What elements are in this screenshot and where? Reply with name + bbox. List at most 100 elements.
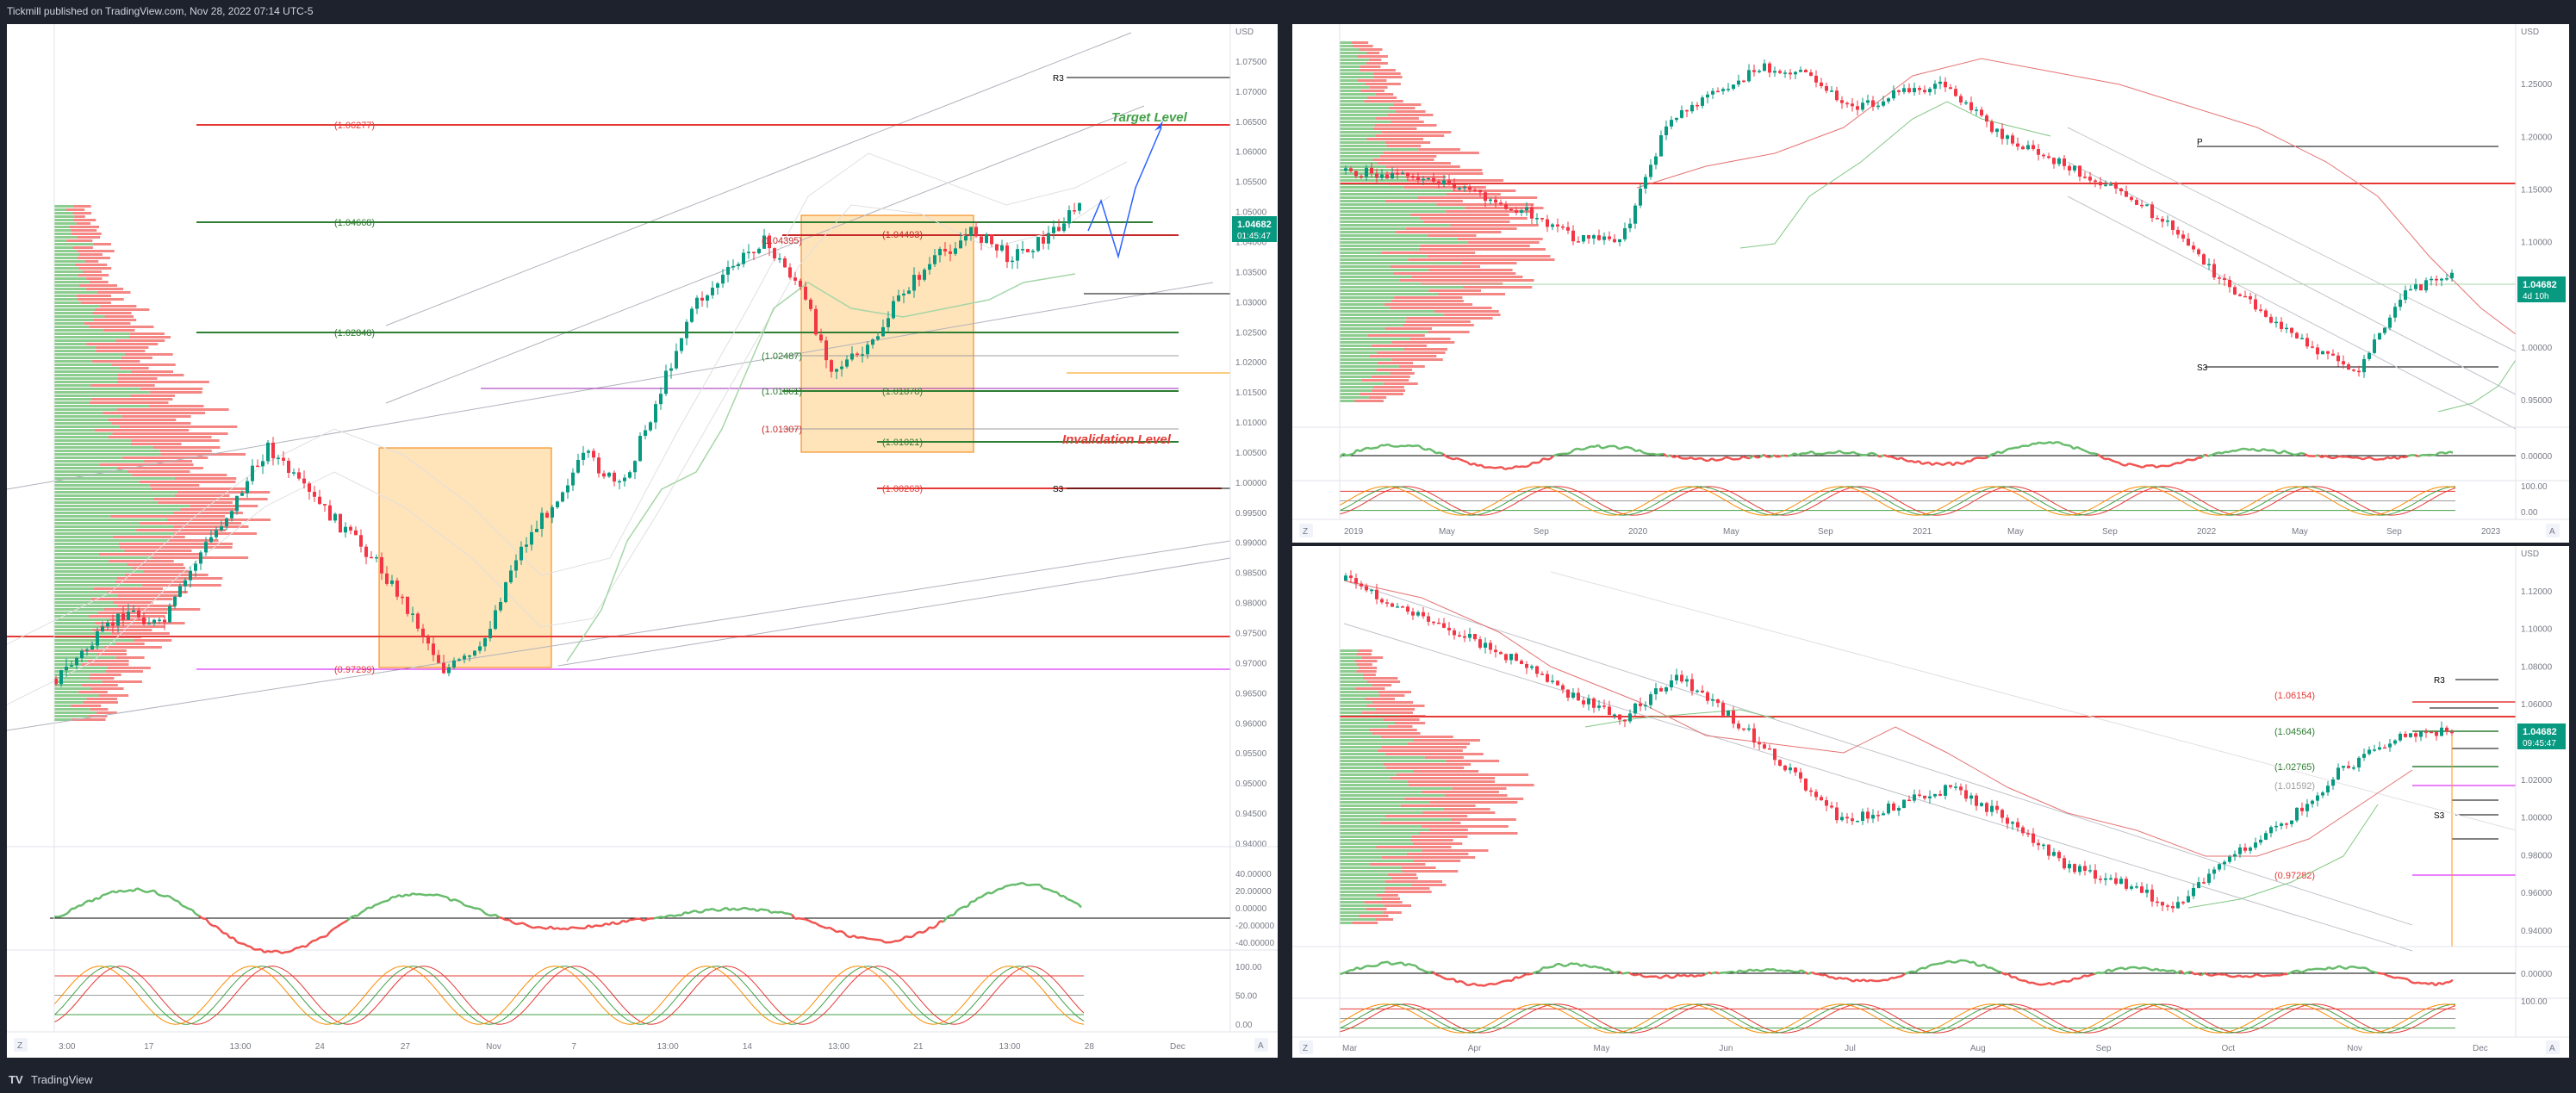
oscillator-segment xyxy=(467,904,472,909)
oscillator-segment xyxy=(2073,445,2078,450)
volume-profile-bar-sell xyxy=(1369,86,1388,89)
volume-profile-bar-buy xyxy=(54,312,93,314)
oscillator-segment xyxy=(601,922,607,927)
volume-profile-bar-sell xyxy=(71,718,106,721)
oscillator-segment xyxy=(1894,975,1899,979)
candle-body xyxy=(2207,873,2211,883)
auto-scale-button[interactable] xyxy=(2546,524,2560,537)
candle-body xyxy=(783,258,787,268)
bottom-right-chart-canvas[interactable]: R3 S3 (1.06154) (1.04564) (1.02765) (1.0… xyxy=(1292,546,2569,1058)
volume-profile-bar-buy xyxy=(54,374,118,376)
time-tick-label: 2022 xyxy=(2197,527,2217,537)
candle-body xyxy=(2264,310,2268,317)
candle-body xyxy=(1706,94,1709,98)
left-chart-pane[interactable]: (1.06277) (1.04668) (1.04395) (1.04493) … xyxy=(7,24,1278,1058)
axis-tick-label: 0.95500 xyxy=(1235,749,1267,759)
candle-body xyxy=(1696,104,1699,107)
oscillator-segment xyxy=(1635,449,1640,453)
volume-profile-bar-sell xyxy=(1393,272,1516,275)
volume-profile-bar-buy xyxy=(1340,677,1364,680)
candle-body xyxy=(1804,778,1808,791)
top-right-chart-pane[interactable]: P S3 USD1.250001.200001.150001.100001.05… xyxy=(1292,24,2569,543)
volume-profile-bar-sell xyxy=(1372,386,1404,388)
zoom-toggle-button[interactable] xyxy=(1299,1040,1313,1054)
publisher-header: Tickmill published on TradingView.com, N… xyxy=(0,0,2576,22)
candle-body xyxy=(1484,643,1487,648)
oscillator-segment xyxy=(719,908,724,912)
volume-profile-bar-sell xyxy=(124,353,173,356)
oscillator-segment xyxy=(2328,456,2333,460)
oscillator-segment xyxy=(1776,969,1782,972)
oscillator-segment xyxy=(1914,460,1920,464)
oscillator-segment xyxy=(1766,967,1771,971)
tradingview-logo-icon[interactable]: TV xyxy=(9,1073,23,1086)
oscillator-segment xyxy=(1570,962,1575,966)
oscillator-segment xyxy=(281,951,286,955)
oscillator-segment xyxy=(1594,965,1599,969)
volume-profile-bar-buy xyxy=(1340,767,1387,769)
oscillator-segment xyxy=(2111,459,2116,463)
time-axis[interactable]: Mar Apr May Jun Jul Aug Sep Oct Nov Dec xyxy=(1342,1044,2488,1053)
volume-profile-bar-sell xyxy=(1369,355,1437,357)
volume-profile-bar-sell xyxy=(75,264,108,266)
candle-body xyxy=(2057,852,2061,859)
time-tick-label: Aug xyxy=(1970,1044,1986,1053)
price-axis[interactable]: USD1.075001.070001.065001.060001.055001.… xyxy=(1235,28,1267,849)
oscillator-segment xyxy=(2256,449,2261,452)
time-axis[interactable]: 3:00 17 13:00 24 27 Nov 7 13:00 14 13:00 21 13:00 28… xyxy=(59,1042,1185,1052)
oscillator-segment xyxy=(1918,966,1923,971)
candle-body xyxy=(602,473,606,477)
oscillator-segment xyxy=(1042,887,1048,891)
volume-profile-bar-sell xyxy=(78,691,108,693)
auto-scale-button[interactable] xyxy=(2546,1040,2560,1054)
candle-body xyxy=(923,270,926,280)
oscillator-segment xyxy=(2135,966,2140,970)
time-axis[interactable]: 2019 May Sep 2020 May Sep 2021 May Sep 2022 May Sep… xyxy=(1344,527,2501,537)
oscillator-segment xyxy=(563,927,569,931)
volume-profile-bar-buy xyxy=(54,498,154,500)
volume-profile-bar-buy xyxy=(54,563,128,566)
oscillator-segment xyxy=(2390,456,2395,460)
volume-profile-bar-buy xyxy=(54,239,67,242)
volume-profile-bar-sell xyxy=(1428,269,1513,271)
zoom-toggle-button[interactable] xyxy=(14,1038,28,1052)
candle-body xyxy=(2393,307,2397,318)
axis-tick-label: 0.94000 xyxy=(2521,927,2553,936)
oscillator-segment xyxy=(388,896,393,902)
volume-profile-bar-buy xyxy=(1340,705,1367,707)
volume-profile-bar-sell xyxy=(1403,186,1486,189)
volume-profile-bar-sell xyxy=(1406,853,1469,855)
volume-profile-bar-sell xyxy=(1395,722,1426,724)
oscillator-segment xyxy=(267,949,272,953)
candle-body xyxy=(1597,235,1601,240)
auto-scale-button[interactable] xyxy=(1254,1038,1268,1052)
bottom-right-chart-pane[interactable]: R3 S3 (1.06154) (1.04564) (1.02765) (1.0… xyxy=(1292,546,2569,1058)
axis-tick-label: USD xyxy=(2521,550,2539,559)
oscillator-segment xyxy=(1901,456,1906,462)
candle-body xyxy=(2109,878,2112,880)
volume-profile xyxy=(1340,649,1534,924)
candle-body xyxy=(1716,90,1720,93)
oscillator-segment xyxy=(1687,456,1692,460)
oscillator-segment xyxy=(1049,889,1055,893)
volume-profile-bar-buy xyxy=(1340,93,1376,96)
volume-profile-bar-buy xyxy=(1340,770,1414,773)
volume-profile-bar-buy xyxy=(54,570,144,573)
oscillator-segment xyxy=(1552,963,1558,968)
oscillator-segment xyxy=(1067,897,1072,902)
oscillator-segment xyxy=(98,894,103,900)
axis-tick-label: -20.00000 xyxy=(1235,922,1274,931)
target-level-label: Target Level xyxy=(1111,110,1188,125)
invalidation-level-label: Invalidation Level xyxy=(1062,432,1172,447)
volume-profile-bar-buy xyxy=(1340,787,1453,790)
oscillator-segment xyxy=(856,936,862,940)
zoom-toggle-button[interactable] xyxy=(1299,524,1313,537)
volume-profile-bar-sell xyxy=(115,643,145,645)
volume-profile-bar-buy xyxy=(54,550,125,552)
oscillator-segment xyxy=(2235,974,2240,978)
volume-profile-bar-buy xyxy=(1340,76,1374,78)
candle-body xyxy=(2207,264,2211,266)
left-chart-canvas[interactable]: (1.06277) (1.04668) (1.04395) (1.04493) … xyxy=(7,24,1278,1058)
top-right-chart-canvas[interactable]: P S3 USD1.250001.200001.150001.100001.05… xyxy=(1292,24,2569,543)
volume-profile-bar-sell xyxy=(1362,674,1376,676)
